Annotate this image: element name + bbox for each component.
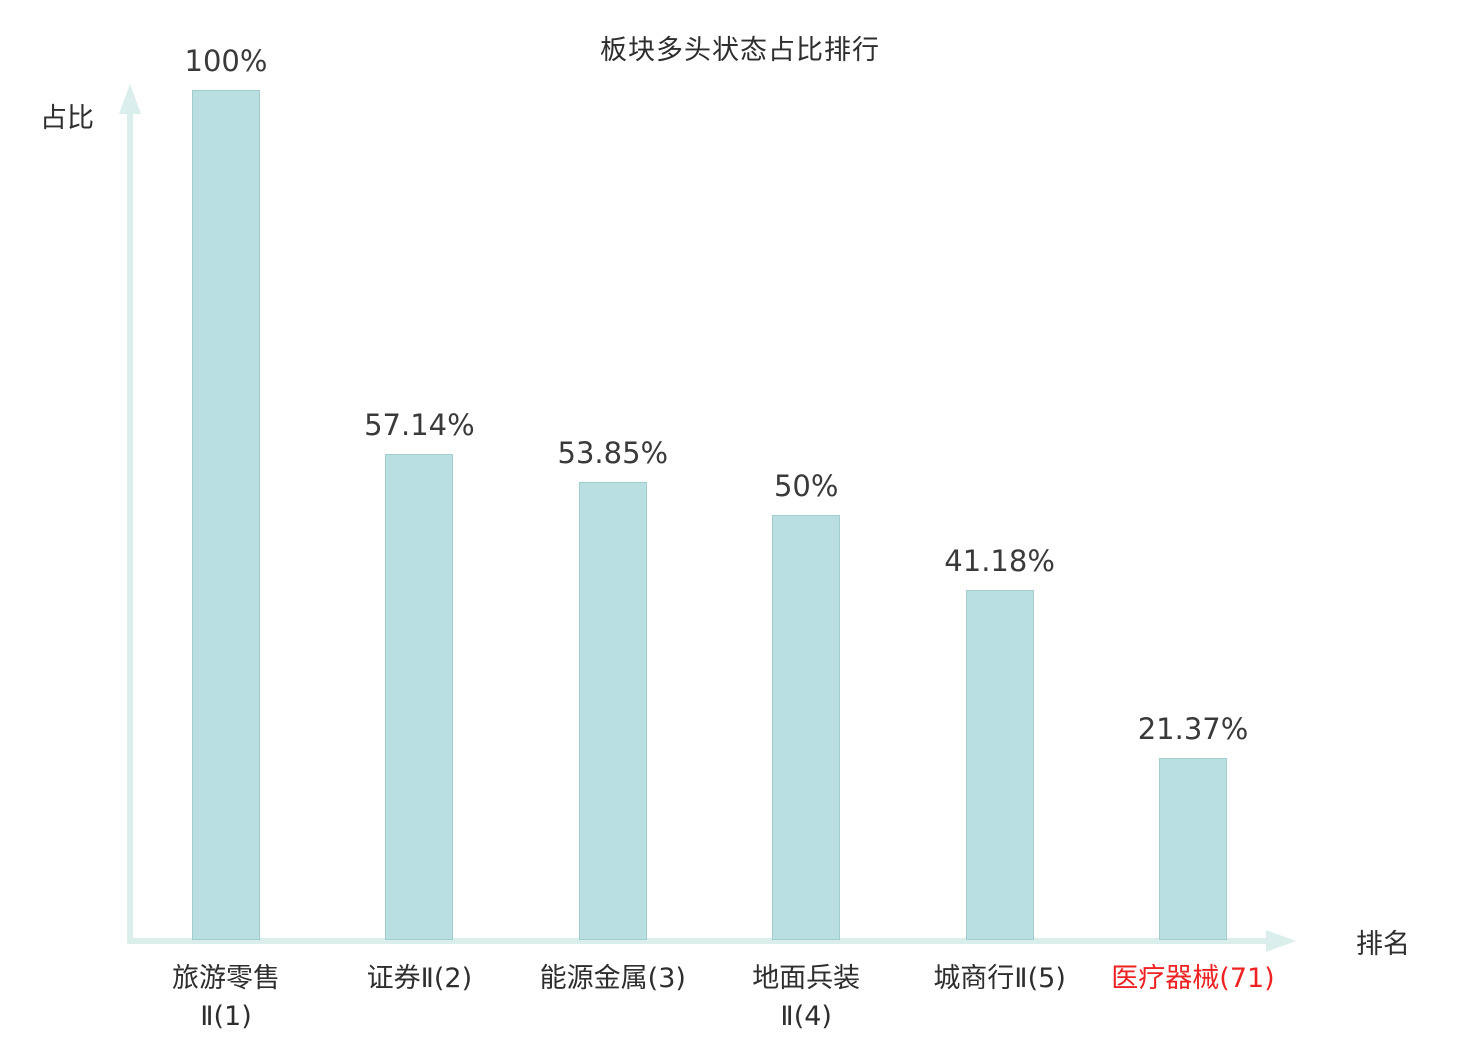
bar-value-label: 53.85% [557,436,669,471]
bar-value-label: 100% [184,44,268,78]
bar-category-label: 医疗器械(71) [1111,963,1275,994]
bar-1 [192,90,260,940]
x-axis-arrow-icon [1266,930,1296,952]
bar-value-label: 50% [773,469,839,503]
bar-category-label: 地面兵装 Ⅱ(4) [752,963,861,1032]
bar-value-label: 57.14% [364,408,475,443]
bar-5 [965,589,1034,940]
bar-category-label: 城商行Ⅱ(5) [933,963,1066,994]
bar-category-label: 能源金属(3) [539,963,686,994]
x-axis-label: 排名 [1356,929,1410,960]
bar-2 [385,454,454,940]
y-axis-arrow-icon [119,84,141,114]
bar-6 [1159,758,1227,940]
y-axis-label: 占比 [40,103,94,134]
bar-4 [772,515,841,940]
bar-category-label: 证券Ⅱ(2) [366,963,473,994]
bar-value-label: 21.37% [1137,712,1249,747]
bar-value-label: 41.18% [944,543,1055,578]
bar-3 [578,482,647,940]
bar-category-label: 旅游零售 Ⅱ(1) [172,963,280,1032]
chart-title: 板块多头状态占比排行 [600,35,880,66]
